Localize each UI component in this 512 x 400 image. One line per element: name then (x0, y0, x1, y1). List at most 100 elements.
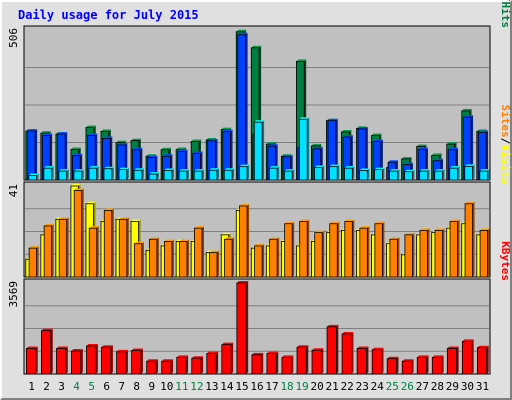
visitors-bar-sites (179, 239, 189, 278)
x-tick-label: 6 (103, 380, 110, 393)
requests-bar-pages (479, 169, 490, 181)
requests-bar-pages (208, 168, 220, 181)
kbytes-bar-kbytes (296, 345, 309, 375)
visitors-bar-sites (118, 217, 129, 278)
kbytes-ymax-label: 3569 (7, 281, 20, 308)
requests-bar-pages (464, 164, 475, 181)
visitors-bar-sites (404, 232, 415, 278)
requests-bar-pages (118, 167, 129, 181)
kbytes-bar-kbytes (416, 355, 429, 375)
requests-bar-files (237, 32, 248, 181)
visitors-bar-sites (359, 226, 370, 278)
x-tick-label: 28 (431, 380, 444, 393)
requests-ymax-label: 506 (7, 28, 20, 48)
x-tick-label: 4 (73, 380, 80, 393)
requests-bar-pages (374, 167, 385, 181)
x-tick-label: 11 (175, 380, 188, 393)
chart-title: Daily usage for July 2015 (18, 8, 199, 22)
kbytes-bar-kbytes (311, 348, 324, 375)
kbytes-bar-kbytes (236, 281, 249, 375)
requests-bar-pages (344, 166, 355, 181)
visitors-bar-sites (28, 246, 39, 278)
x-tick-label: 21 (326, 380, 339, 393)
requests-bar-pages (253, 120, 265, 181)
requests-bar-pages (73, 169, 84, 181)
visitors-bar-sites (43, 223, 54, 278)
x-tick-label: 12 (190, 380, 203, 393)
kbytes-bar-kbytes (446, 346, 459, 375)
visitors-legend-part: / (499, 138, 512, 145)
kbytes-bar-kbytes (116, 349, 128, 375)
visitors-bar-sites (449, 219, 460, 278)
x-tick-label: 16 (250, 380, 263, 393)
kbytes-bar-kbytes (221, 342, 234, 375)
requests-bar-pages (88, 166, 99, 181)
requests-bar-pages (283, 169, 295, 181)
x-tick-label: 19 (295, 380, 308, 393)
requests-bar-files (26, 129, 38, 181)
requests-bar-pages (148, 172, 159, 181)
x-tick-label: 7 (118, 380, 125, 393)
visitors-bar-sites (269, 237, 280, 278)
x-tick-label: 31 (476, 380, 489, 393)
kbytes-bar-kbytes (371, 347, 384, 375)
visitors-legend-label: Sites/Visits (499, 105, 512, 185)
requests-bar-pages (298, 117, 310, 181)
x-tick-label: 13 (205, 380, 218, 393)
requests-bar-pages (404, 169, 415, 181)
requests-bar-pages (58, 169, 69, 181)
x-tick-label: 26 (401, 380, 414, 393)
kbytes-bar-kbytes (86, 343, 98, 375)
visitors-bar-sites (164, 239, 174, 278)
requests-legend-part: / (499, 0, 512, 2)
visitors-ymax-label: 41 (7, 184, 20, 197)
visitors-bar-sites (254, 243, 265, 278)
x-tick-label: 20 (311, 380, 324, 393)
kbytes-bar-kbytes (146, 359, 158, 375)
kbytes-legend-label: KBytes (499, 241, 512, 281)
visitors-bar-sites (284, 221, 295, 278)
x-tick-label: 24 (371, 380, 385, 393)
x-tick-label: 14 (220, 380, 234, 393)
requests-legend-part: Hits (499, 2, 512, 29)
x-tick-label: 2 (43, 380, 50, 393)
kbytes-bar-kbytes (356, 346, 369, 375)
requests-bar-pages (103, 166, 114, 181)
kbytes-bar-kbytes (206, 351, 219, 375)
requests-bar-pages (193, 169, 204, 181)
kbytes-bar-kbytes (251, 352, 264, 375)
kbytes-bar-kbytes (101, 345, 113, 375)
visitors-legend-part: Visits (499, 144, 512, 184)
x-tick-label: 30 (461, 380, 474, 393)
kbytes-bar-kbytes (281, 355, 294, 375)
requests-legend-label: Pages/Files/Hits (499, 0, 512, 28)
kbytes-bar-kbytes (341, 331, 354, 375)
x-tick-label: 18 (280, 380, 293, 393)
visitors-bar-sites (329, 221, 340, 278)
requests-bar-pages (178, 169, 189, 181)
kbytes-bar-kbytes (266, 351, 279, 375)
kbytes-bar-kbytes (431, 355, 444, 375)
visitors-legend-part: Sites (499, 105, 512, 138)
x-tick-label: 22 (341, 380, 354, 393)
kbytes-bar-kbytes (41, 328, 53, 375)
kbytes-bar-kbytes (401, 359, 414, 375)
kbytes-bar-kbytes (71, 349, 83, 375)
visitors-bar-sites (464, 201, 475, 278)
visitors-bar-sites (103, 208, 114, 278)
x-tick-label: 3 (58, 380, 65, 393)
visitors-bar-sites (224, 237, 235, 278)
visitors-bar-sites (374, 221, 385, 278)
requests-bar-pages (43, 166, 54, 181)
requests-bar-pages (314, 165, 325, 181)
visitors-bar-sites (479, 228, 490, 278)
requests-bar-files (462, 115, 474, 181)
visitors-bar-sites (88, 226, 99, 278)
x-tick-label: 9 (148, 380, 155, 393)
kbytes-bar-kbytes (461, 339, 474, 375)
requests-bar-pages (419, 169, 430, 181)
kbytes-bar-kbytes (176, 355, 189, 375)
x-tick-label: 15 (235, 380, 248, 393)
x-tick-label: 25 (386, 380, 399, 393)
